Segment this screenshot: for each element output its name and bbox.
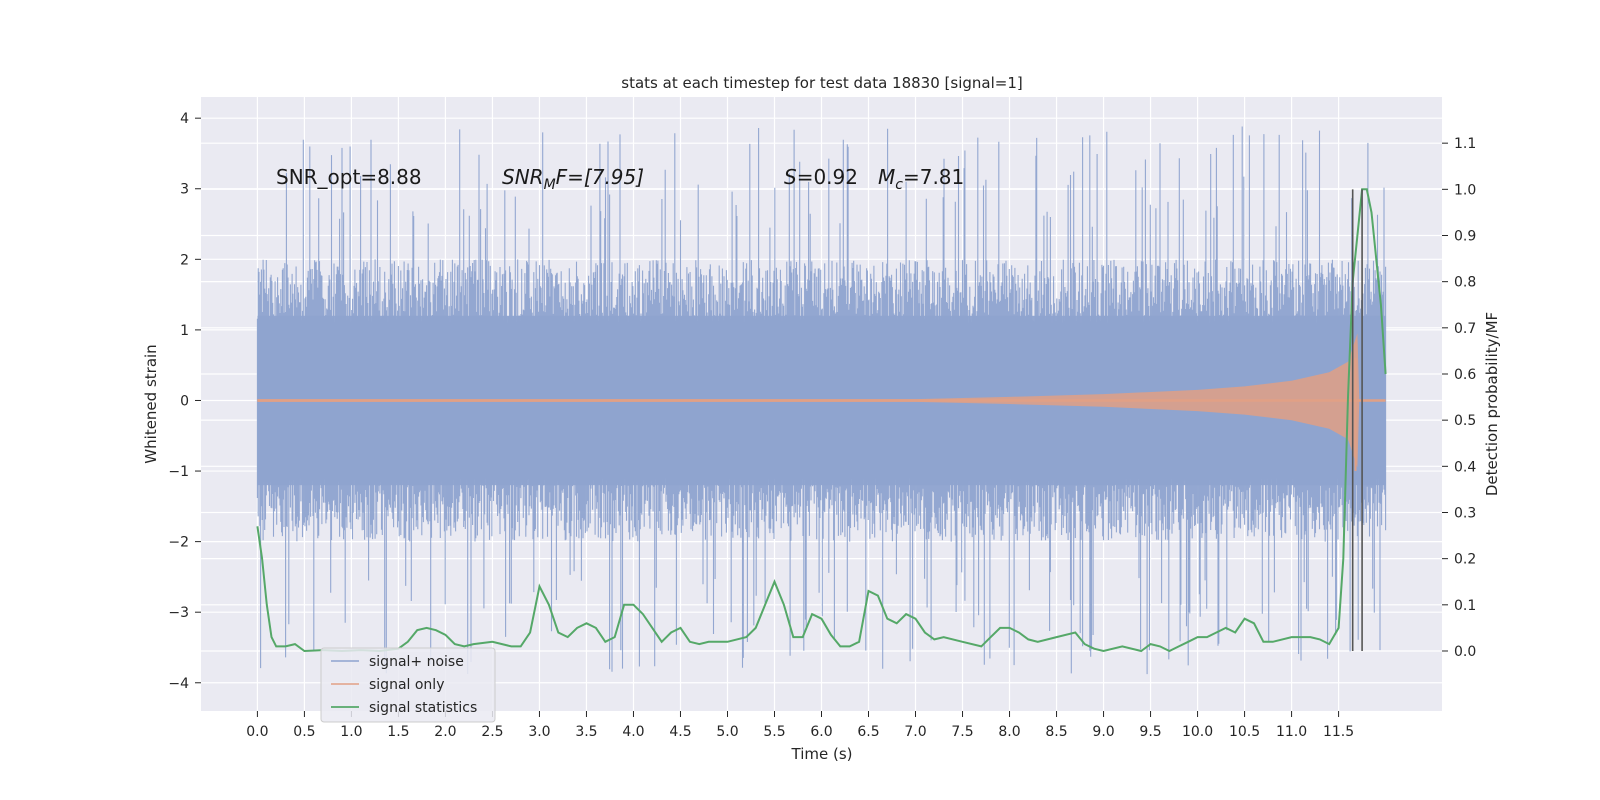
- series-signal-statistics: [256, 188, 1387, 653]
- y-axis-label: Whitened strain: [142, 344, 160, 463]
- legend-box: [320, 647, 496, 723]
- y-tick-label: 1: [180, 323, 189, 339]
- chart-title: stats at each timestep for test data 188…: [621, 74, 1022, 92]
- x-tick-label: 11.0: [1276, 724, 1307, 740]
- x-tick-label: 3.5: [575, 724, 597, 740]
- x-tick-label: 1.0: [340, 724, 362, 740]
- x-tick-label: 6.5: [857, 724, 879, 740]
- x-tick-label: 7.0: [904, 724, 926, 740]
- y2-tick-label: 0.7: [1454, 321, 1476, 337]
- legend-label-signal-statistics: signal statistics: [369, 700, 477, 716]
- x-tick-label: 9.0: [1092, 724, 1114, 740]
- x-axis-ticks: 0.0 0.5 1.0 1.5 2.0 2.5 3.0 3.5 4.0 4.5 5.0 5.5 6.0 6…: [246, 711, 1354, 740]
- annotation-mc-sub: c: [895, 177, 903, 193]
- y2-tick-label: 0.9: [1454, 228, 1476, 244]
- y2-tick-label: 0.1: [1454, 598, 1476, 614]
- y-tick-label: 4: [180, 111, 189, 127]
- merger-markers: [1351, 189, 1363, 651]
- x-tick-label: 8.0: [998, 724, 1020, 740]
- x-tick-label: 2.0: [434, 724, 456, 740]
- annotation-mc-val: =7.81: [903, 165, 964, 189]
- x-tick-label: 9.5: [1139, 724, 1161, 740]
- statistics-line: [256, 188, 1387, 653]
- y2-tick-label: 0.0: [1454, 644, 1476, 660]
- x-tick-label: 7.5: [951, 724, 973, 740]
- annotation-s: S=0.92: [784, 165, 858, 189]
- y-tick-label: −2: [168, 535, 189, 551]
- y-axis-ticks: −4 −3 −2 −1 0 1 2 3 4: [168, 111, 201, 692]
- x-tick-label: 0.5: [293, 724, 315, 740]
- y2-tick-label: 1.1: [1454, 136, 1476, 152]
- y2-axis-label: Detection probability/MF: [1483, 312, 1501, 496]
- annotation-snr-mf: SNRMF=[7.95]: [502, 165, 644, 193]
- x-tick-label: 8.5: [1045, 724, 1067, 740]
- y2-tick-label: 0.2: [1454, 552, 1476, 568]
- annotation-s-var: S: [784, 165, 797, 189]
- legend-label-signal-only: signal only: [369, 677, 444, 693]
- legend-label-signal-plus-noise: signal+ noise: [369, 654, 464, 670]
- y-tick-label: 2: [180, 252, 189, 268]
- annotation-snr-mf-sub: M: [544, 177, 556, 193]
- annotation-snr-mf-rest: F=[7.95]: [556, 165, 644, 189]
- annotation-snr-mf-base: SNR: [502, 165, 544, 189]
- annotation-s-val: =0.92: [797, 165, 858, 189]
- y2-tick-label: 0.5: [1454, 413, 1476, 429]
- y2-tick-label: 0.4: [1454, 459, 1476, 475]
- series-signal-only: [257, 333, 1386, 472]
- y-tick-label: 0: [180, 393, 189, 409]
- y-tick-label: −4: [168, 676, 189, 692]
- x-tick-label: 10.5: [1229, 724, 1260, 740]
- annotation-mc: Mc=7.81: [878, 165, 964, 193]
- x-tick-label: 4.5: [669, 724, 691, 740]
- x-tick-label: 0.0: [246, 724, 268, 740]
- y2-axis-ticks: 0.0 0.1 0.2 0.3 0.4 0.5 0.6 0.7 0.8 0.9 1.0 1.1: [1442, 136, 1476, 660]
- x-tick-label: 3.0: [528, 724, 550, 740]
- annotation-snr-opt: SNR_opt=8.88: [276, 165, 422, 189]
- y2-tick-label: 0.8: [1454, 275, 1476, 291]
- x-tick-label: 10.0: [1182, 724, 1213, 740]
- y2-tick-label: 0.6: [1454, 367, 1476, 383]
- x-tick-label: 11.5: [1323, 724, 1354, 740]
- y-tick-label: 3: [180, 182, 189, 198]
- y2-tick-label: 0.3: [1454, 505, 1476, 521]
- x-tick-label: 2.5: [481, 724, 503, 740]
- y-tick-label: −3: [168, 605, 189, 621]
- x-tick-label: 4.0: [622, 724, 644, 740]
- x-tick-label: 5.0: [716, 724, 738, 740]
- y2-tick-label: 1.0: [1454, 182, 1476, 198]
- x-axis-label: Time (s): [791, 745, 853, 763]
- y-tick-label: −1: [168, 464, 189, 480]
- x-tick-label: 5.5: [763, 724, 785, 740]
- legend: signal+ noise signal only signal statist…: [320, 647, 496, 723]
- x-tick-label: 1.5: [387, 724, 409, 740]
- annotation-mc-var: M: [878, 165, 895, 189]
- x-tick-label: 6.0: [810, 724, 832, 740]
